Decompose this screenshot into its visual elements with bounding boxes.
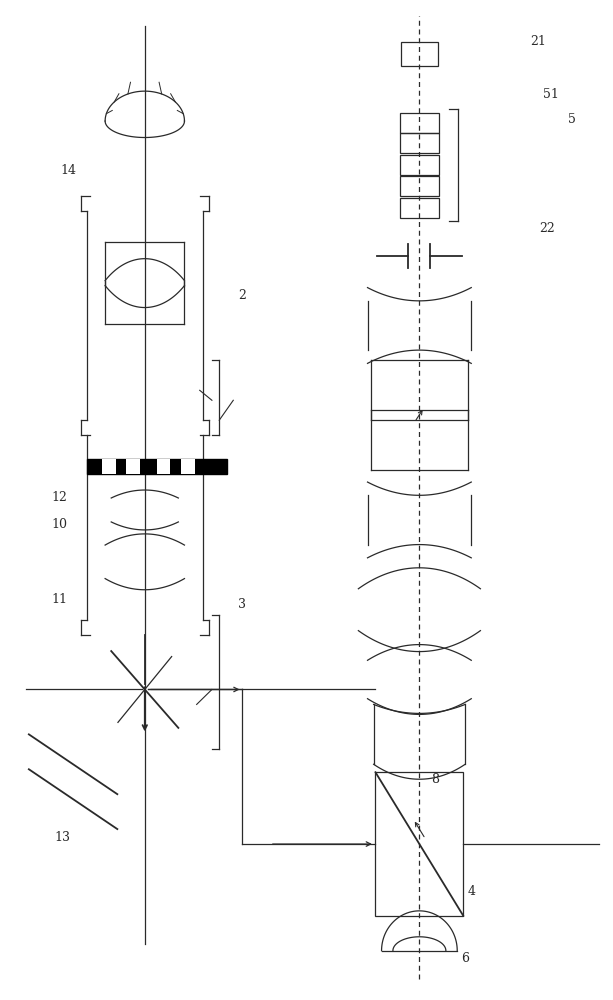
Bar [400, 133, 439, 153]
Bar [401, 42, 438, 66]
Bar [87, 459, 227, 474]
Text: 10: 10 [51, 518, 67, 531]
Bar [400, 198, 439, 218]
Bar [126, 459, 140, 474]
Text: 6: 6 [461, 952, 469, 965]
Bar [375, 772, 463, 916]
Text: 14: 14 [61, 164, 77, 177]
Text: 3: 3 [238, 598, 246, 611]
Bar [181, 459, 195, 474]
Text: 5: 5 [568, 113, 576, 126]
Text: 11: 11 [51, 593, 67, 606]
Bar [157, 459, 170, 474]
Text: 51: 51 [543, 88, 558, 101]
Bar [400, 155, 439, 175]
Text: 2: 2 [238, 289, 246, 302]
Text: 13: 13 [55, 831, 70, 844]
Text: 12: 12 [51, 491, 67, 504]
Bar [400, 176, 439, 196]
Text: 8: 8 [431, 773, 439, 786]
Bar [400, 113, 439, 133]
Bar [102, 459, 115, 474]
Text: 4: 4 [467, 885, 475, 898]
Text: 21: 21 [530, 35, 546, 48]
Text: 22: 22 [539, 222, 555, 235]
